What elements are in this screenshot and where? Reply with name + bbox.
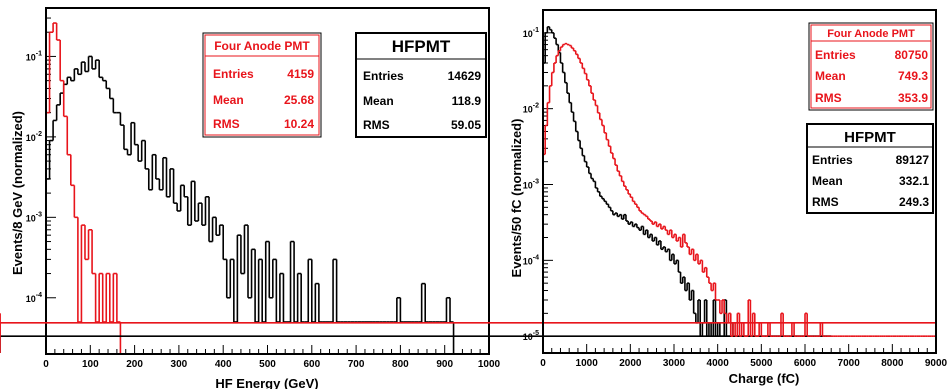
plot-frame xyxy=(45,7,490,355)
x-tick-label: 1000 xyxy=(478,359,501,370)
x-tick-label: 3000 xyxy=(663,358,686,369)
stats-title: HFPMT xyxy=(844,129,896,146)
x-tick-label: 100 xyxy=(82,359,99,370)
x-axis-label: HF Energy (GeV) xyxy=(215,376,318,389)
x-tick-label: 4000 xyxy=(707,358,730,369)
y-tick-label: 10-1 xyxy=(26,50,42,62)
y-tick-label: 10-5 xyxy=(523,330,539,342)
y-axis-label: Events/50 fC (normalized) xyxy=(509,119,524,278)
stats-value-rms: 353.9 xyxy=(898,91,928,105)
y-axis-label: Events/8 GeV (normalized) xyxy=(10,111,25,275)
x-tick-label: 300 xyxy=(171,359,188,370)
y-tick-label: 10-1 xyxy=(523,27,539,39)
stats-value-entries: 80750 xyxy=(895,48,929,62)
stats-label-rms: RMS xyxy=(812,195,839,209)
x-tick-label: 9000 xyxy=(925,358,948,369)
stats-value-mean: 118.9 xyxy=(452,94,482,108)
x-tick-label: 0 xyxy=(540,358,546,369)
y-tick-label: 10-2 xyxy=(523,103,539,115)
y-tick-label: 10-3 xyxy=(26,211,42,223)
x-tick-label: 5000 xyxy=(750,358,773,369)
stats-box-hfpmt: HFPMT Entries 14629 Mean 118.9 RMS 59.05 xyxy=(355,32,487,138)
stats-value-mean: 25.68 xyxy=(284,93,314,107)
stats-label-entries: Entries xyxy=(815,48,856,62)
x-tick-label: 800 xyxy=(392,359,409,370)
stats-value-mean: 332.1 xyxy=(899,174,929,188)
stats-title: Four Anode PMT xyxy=(214,39,310,53)
stats-value-mean: 749.3 xyxy=(898,69,928,83)
x-axis-label: Charge (fC) xyxy=(729,371,800,386)
stats-label-rms: RMS xyxy=(815,91,842,105)
energy-histogram-panel: Events/8 GeV (normalized) HF Energy (GeV… xyxy=(10,7,501,389)
stats-label-mean: Mean xyxy=(363,94,394,108)
x-tick-label: 900 xyxy=(436,359,453,370)
charge-histogram-panel: Events/50 fC (normalized) Charge (fC) 0 1… xyxy=(0,9,948,386)
stats-box-hfpmt: HFPMT Entries 89127 Mean 332.1 RMS 249.3 xyxy=(806,123,934,214)
stats-value-entries: 4159 xyxy=(287,67,314,81)
series-four-anode-pmt xyxy=(46,22,122,354)
stats-box-four-anode: Four Anode PMT Entries 80750 Mean 749.3 … xyxy=(808,22,934,111)
series-four-anode-pmt xyxy=(0,42,937,353)
y-tick-label: 10-4 xyxy=(523,254,539,266)
stats-value-rms: 10.24 xyxy=(284,117,314,131)
x-tick-label: 400 xyxy=(215,359,232,370)
y-tick-label: 10-2 xyxy=(26,131,42,143)
x-tick-label: 6000 xyxy=(794,358,817,369)
stats-label-rms: RMS xyxy=(363,118,390,132)
stats-label-entries: Entries xyxy=(812,153,853,167)
stats-value-entries: 89127 xyxy=(896,153,930,167)
x-tick-label: 200 xyxy=(126,359,143,370)
plot-frame xyxy=(542,9,937,354)
stats-label-mean: Mean xyxy=(812,174,843,188)
x-tick-label: 8000 xyxy=(881,358,904,369)
x-tick-label: 500 xyxy=(259,359,276,370)
histogram-lines xyxy=(0,26,937,353)
stats-value-entries: 14629 xyxy=(448,69,482,83)
x-tick-label: 0 xyxy=(43,359,49,370)
stats-label-rms: RMS xyxy=(213,117,240,131)
stats-label-mean: Mean xyxy=(815,69,846,83)
stats-label-mean: Mean xyxy=(213,93,244,107)
x-tick-label: 600 xyxy=(303,359,320,370)
stats-label-entries: Entries xyxy=(213,67,254,81)
y-tick-label: 10-4 xyxy=(26,292,42,304)
y-tick-label: 10-3 xyxy=(523,179,539,191)
axis-ticks: 0 100 200 300 400 500 600 700 800 900 1000 10-1 10-2… xyxy=(26,17,501,370)
stats-title: Four Anode PMT xyxy=(827,28,915,40)
x-tick-label: 700 xyxy=(348,359,365,370)
series-hfpmt xyxy=(46,55,455,354)
histogram-lines xyxy=(46,22,455,354)
stats-title: HFPMT xyxy=(392,37,451,56)
x-tick-label: 1000 xyxy=(576,358,599,369)
axis-ticks: 0 1000 2000 3000 4000 5000 6000 7000 8000 9000 10-… xyxy=(523,27,948,369)
stats-value-rms: 249.3 xyxy=(899,195,929,209)
stats-box-four-anode: Four Anode PMT Entries 4159 Mean 25.68 R… xyxy=(202,32,322,138)
x-tick-label: 2000 xyxy=(619,358,642,369)
x-tick-label: 7000 xyxy=(838,358,861,369)
stats-label-entries: Entries xyxy=(363,69,404,83)
stats-value-rms: 59.05 xyxy=(451,118,481,132)
